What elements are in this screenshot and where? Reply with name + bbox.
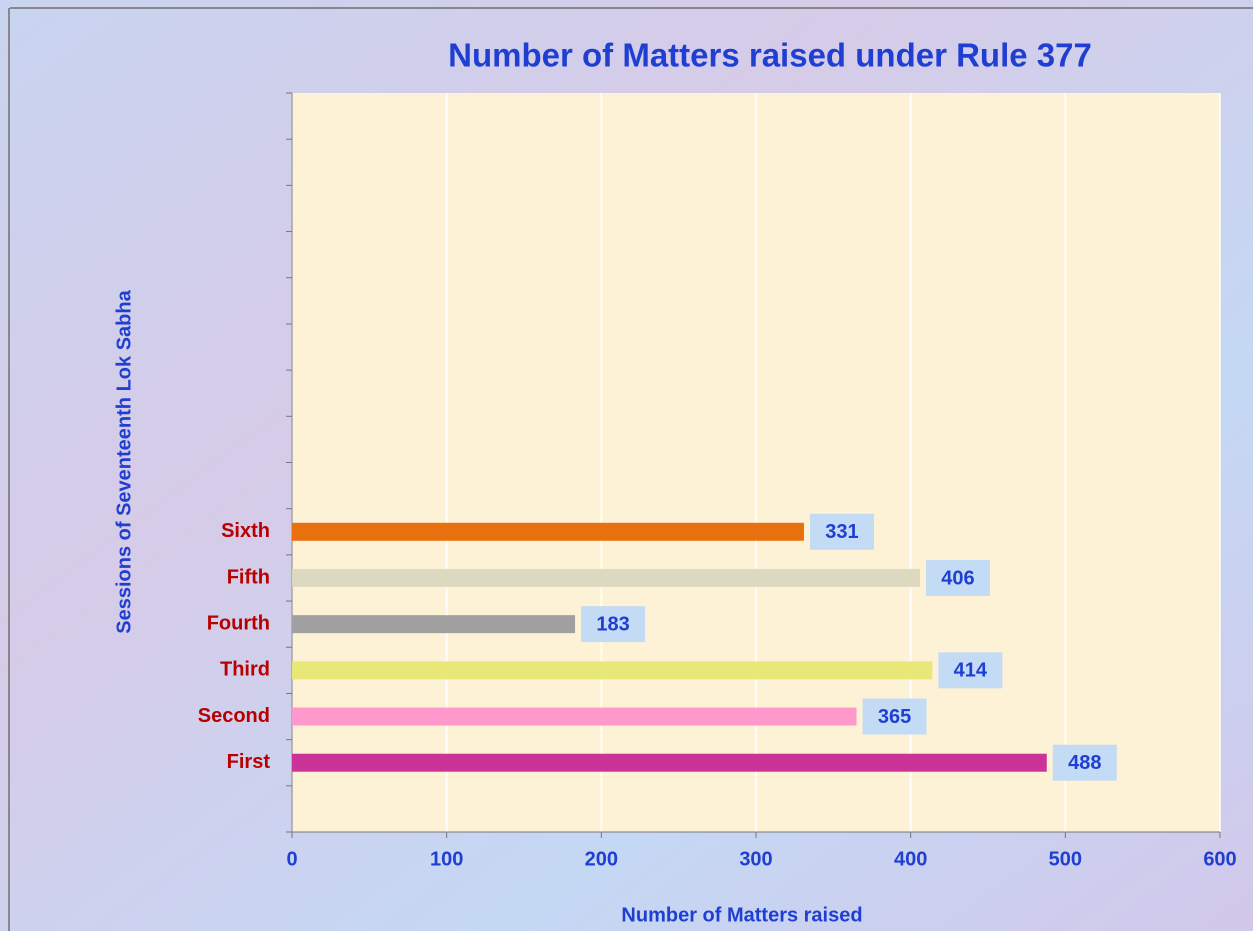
value-label: 406 — [941, 567, 974, 589]
value-label-box — [925, 559, 990, 596]
x-tick-label: 300 — [739, 848, 772, 870]
bar — [292, 661, 933, 680]
y-tick-label: Third — [220, 659, 270, 681]
y-tick-label: Sixth — [221, 520, 270, 542]
x-tick-label: 500 — [1049, 848, 1082, 870]
value-label-box — [581, 606, 646, 643]
value-label: 488 — [1068, 752, 1101, 774]
value-label-box — [809, 513, 874, 550]
value-label: 183 — [596, 613, 629, 635]
value-label-box — [862, 698, 927, 735]
x-tick-label: 400 — [894, 848, 927, 870]
x-axis-label: Number of Matters raised — [621, 904, 862, 926]
bar — [292, 707, 857, 726]
y-tick-label: Fourth — [207, 612, 270, 634]
y-tick-label: First — [227, 751, 271, 773]
y-tick-label: Second — [198, 705, 270, 727]
bar — [292, 615, 576, 634]
value-label: 331 — [825, 521, 858, 543]
value-label: 414 — [954, 660, 988, 682]
bar — [292, 753, 1047, 772]
x-tick-label: 100 — [430, 848, 463, 870]
value-label-box — [938, 652, 1003, 689]
bar — [292, 522, 804, 541]
value-label: 365 — [878, 706, 911, 728]
value-label-box — [1052, 744, 1117, 781]
bar — [292, 568, 920, 587]
x-tick-label: 0 — [286, 848, 297, 870]
x-tick-label: 200 — [585, 848, 618, 870]
y-tick-label: Fifth — [227, 566, 270, 588]
chart-title: Number of Matters raised under Rule 377 — [448, 37, 1092, 74]
x-tick-label: 600 — [1203, 848, 1236, 870]
y-axis-label: Sessions of Seventeenth Lok Sabha — [113, 289, 135, 633]
